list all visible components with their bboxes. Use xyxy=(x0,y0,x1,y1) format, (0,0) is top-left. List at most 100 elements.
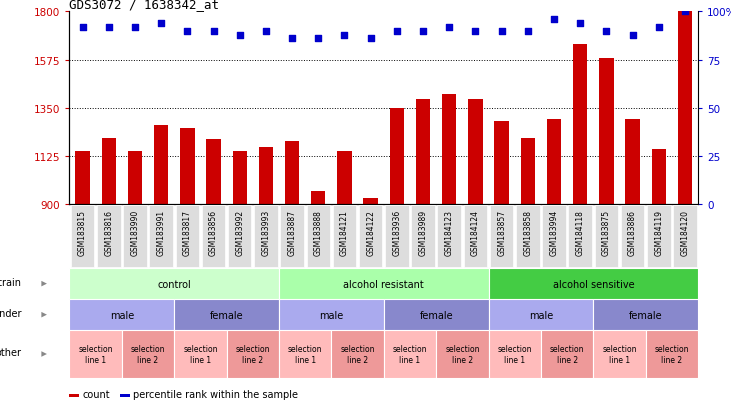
Point xyxy=(653,24,664,31)
Bar xyxy=(494,121,509,204)
Text: GSM183888: GSM183888 xyxy=(314,209,323,255)
FancyBboxPatch shape xyxy=(123,206,147,267)
Text: female: female xyxy=(210,310,243,320)
Bar xyxy=(311,192,325,204)
FancyBboxPatch shape xyxy=(97,206,121,267)
FancyBboxPatch shape xyxy=(621,206,645,267)
FancyBboxPatch shape xyxy=(412,206,435,267)
Bar xyxy=(279,299,384,330)
FancyBboxPatch shape xyxy=(254,206,278,267)
Bar xyxy=(488,299,594,330)
Bar xyxy=(599,59,613,204)
Bar xyxy=(594,330,645,378)
Bar xyxy=(279,268,488,299)
FancyBboxPatch shape xyxy=(542,206,566,267)
Bar xyxy=(384,330,436,378)
Point xyxy=(181,28,193,35)
Bar xyxy=(128,152,142,204)
Bar xyxy=(102,138,116,204)
Text: GSM184124: GSM184124 xyxy=(471,209,480,256)
Text: GSM183887: GSM183887 xyxy=(287,209,297,256)
FancyBboxPatch shape xyxy=(202,206,225,267)
Bar xyxy=(390,109,404,204)
Text: selection
line 1: selection line 1 xyxy=(183,344,218,364)
Text: GSM184120: GSM184120 xyxy=(681,209,689,256)
Text: GSM183815: GSM183815 xyxy=(78,209,87,256)
Text: GSM184121: GSM184121 xyxy=(340,209,349,255)
FancyBboxPatch shape xyxy=(175,206,199,267)
Text: GSM183817: GSM183817 xyxy=(183,209,192,256)
FancyBboxPatch shape xyxy=(673,206,697,267)
Text: GSM184122: GSM184122 xyxy=(366,209,375,255)
Text: GSM184118: GSM184118 xyxy=(576,209,585,255)
Point xyxy=(575,21,586,27)
Text: GSM184123: GSM184123 xyxy=(444,209,454,256)
Text: GSM183875: GSM183875 xyxy=(602,209,611,256)
Bar xyxy=(626,120,640,204)
Text: other: other xyxy=(0,347,22,357)
Text: selection
line 2: selection line 2 xyxy=(445,344,480,364)
Bar xyxy=(469,100,482,204)
Bar xyxy=(206,139,221,204)
Bar xyxy=(678,12,692,204)
Text: strain: strain xyxy=(0,278,22,287)
Bar xyxy=(69,330,122,378)
Bar xyxy=(520,138,535,204)
Text: male: male xyxy=(319,310,344,320)
Point xyxy=(601,28,613,35)
Point xyxy=(208,28,219,35)
Bar xyxy=(227,330,279,378)
Bar xyxy=(174,330,227,378)
Text: selection
line 1: selection line 1 xyxy=(498,344,532,364)
Text: male: male xyxy=(110,310,134,320)
Bar xyxy=(488,330,541,378)
Point xyxy=(103,24,115,31)
FancyBboxPatch shape xyxy=(463,206,488,267)
Bar xyxy=(259,148,273,204)
Bar xyxy=(337,152,352,204)
Bar xyxy=(279,330,331,378)
Text: selection
line 1: selection line 1 xyxy=(393,344,427,364)
Point xyxy=(444,24,455,31)
Point xyxy=(338,32,350,39)
FancyBboxPatch shape xyxy=(385,206,409,267)
Point xyxy=(155,21,167,27)
Point xyxy=(234,32,246,39)
Bar xyxy=(232,152,247,204)
Bar xyxy=(488,268,698,299)
Bar xyxy=(331,330,384,378)
Text: gender: gender xyxy=(0,309,22,318)
Point xyxy=(391,28,403,35)
Text: selection
line 1: selection line 1 xyxy=(78,344,113,364)
Text: female: female xyxy=(629,310,662,320)
Bar xyxy=(69,299,174,330)
Point xyxy=(548,17,560,24)
Bar xyxy=(69,394,79,397)
Point xyxy=(679,9,691,16)
Bar xyxy=(180,129,194,204)
Text: alcohol resistant: alcohol resistant xyxy=(344,279,424,289)
Text: GSM183816: GSM183816 xyxy=(105,209,113,256)
Bar xyxy=(285,142,299,204)
Text: count: count xyxy=(83,389,110,399)
Bar xyxy=(594,299,698,330)
Point xyxy=(77,24,88,31)
Bar xyxy=(154,126,168,204)
Text: GSM183936: GSM183936 xyxy=(393,209,401,256)
Bar xyxy=(122,330,174,378)
Text: selection
line 2: selection line 2 xyxy=(655,344,689,364)
FancyBboxPatch shape xyxy=(647,206,670,267)
Bar xyxy=(541,330,594,378)
Text: female: female xyxy=(420,310,453,320)
Point xyxy=(626,32,638,39)
FancyBboxPatch shape xyxy=(71,206,94,267)
Text: selection
line 2: selection line 2 xyxy=(550,344,584,364)
Text: GSM183992: GSM183992 xyxy=(235,209,244,256)
Bar xyxy=(384,299,488,330)
Bar xyxy=(436,330,488,378)
Point xyxy=(312,36,324,43)
Text: GSM183990: GSM183990 xyxy=(130,209,140,256)
Point xyxy=(522,28,534,35)
Text: GSM183994: GSM183994 xyxy=(550,209,558,256)
Bar xyxy=(363,198,378,204)
